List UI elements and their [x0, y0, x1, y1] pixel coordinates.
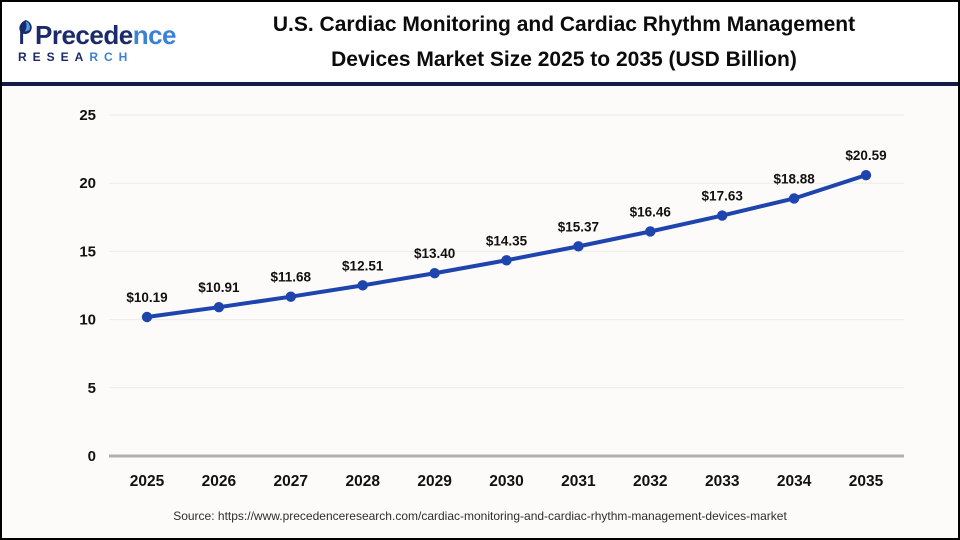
header: Precedence RESEARCH U.S. Cardiac Monitor…: [2, 2, 958, 82]
x-axis-tick-label: 2032: [633, 473, 667, 490]
chart-title-line-1: U.S. Cardiac Monitoring and Cardiac Rhyt…: [272, 13, 856, 36]
data-point-label: $11.68: [271, 270, 312, 285]
data-point: [141, 311, 153, 323]
data-point: [213, 301, 225, 313]
data-point-label: $20.59: [845, 148, 886, 163]
data-point: [501, 255, 512, 266]
research-label-dark: RESEA: [18, 49, 90, 64]
brand-text: Precedence: [35, 19, 177, 50]
precedence-logo: Precedence RESEARCH: [2, 19, 198, 63]
x-axis-tick-label: 2031: [561, 473, 596, 490]
y-axis-tick-label: 15: [79, 243, 96, 260]
brand-row: Precedence: [18, 19, 198, 50]
header-divider: [2, 82, 958, 86]
x-axis-tick-label: 2027: [274, 473, 308, 490]
page-title: U.S. Cardiac Monitoring and Cardiac Rhyt…: [198, 7, 958, 77]
brand-text-dark: Precede: [35, 19, 133, 50]
y-axis-tick-label: 10: [79, 312, 96, 329]
data-point: [788, 193, 800, 204]
data-point-label: $18.88: [773, 171, 815, 186]
y-axis-tick-label: 25: [79, 107, 96, 124]
data-point-label: $16.46: [630, 204, 672, 219]
leaf-logo-icon: [19, 19, 32, 44]
x-axis-tick-label: 2033: [705, 473, 740, 490]
chart-section: 0 5 10 15 20 25 2025 2026 2027 2028 2029 2030 2031 20…: [2, 86, 958, 538]
x-axis-tick-label: 2034: [777, 473, 812, 490]
data-point-label: $17.63: [702, 189, 744, 204]
chart-title-line-2: Devices Market Size 2025 to 2035 (USD Bi…: [331, 48, 797, 71]
x-axis-tick-label: 2025: [130, 473, 165, 490]
y-axis-tick-label: 20: [79, 175, 96, 192]
data-point: [645, 226, 656, 237]
brand-text-light: nce: [132, 19, 177, 50]
x-axis-tick-label: 2029: [417, 473, 452, 490]
x-axis-tick-label: 2028: [345, 473, 380, 490]
y-axis-tick-label: 0: [88, 448, 96, 465]
data-point-label: $10.19: [126, 290, 167, 305]
research-label: RESEARCH: [18, 51, 198, 63]
x-axis-tick-label: 2030: [489, 473, 523, 490]
data-point-label: $15.37: [558, 219, 599, 234]
y-axis-tick-label: 5: [88, 380, 96, 397]
x-axis-tick-label: 2035: [849, 473, 884, 490]
data-point: [717, 210, 728, 221]
source-text: Source: https://www.precedenceresearch.c…: [2, 500, 958, 538]
data-point: [573, 241, 584, 252]
data-point-label: $10.91: [198, 280, 240, 295]
data-point-label: $13.40: [414, 246, 455, 261]
research-label-light: RCH: [89, 49, 134, 64]
data-point: [357, 280, 368, 291]
data-point: [285, 291, 296, 302]
data-point-label: $12.51: [342, 258, 384, 273]
data-point-label: $14.35: [486, 233, 528, 248]
x-axis-tick-label: 2026: [202, 473, 237, 490]
data-point: [860, 169, 872, 181]
data-point: [429, 268, 440, 279]
